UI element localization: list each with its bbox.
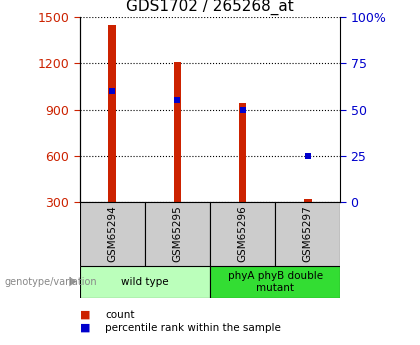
Text: percentile rank within the sample: percentile rank within the sample bbox=[105, 323, 281, 333]
Text: ■: ■ bbox=[80, 310, 90, 319]
Bar bbox=[304, 199, 312, 202]
Bar bbox=[108, 25, 116, 202]
Bar bbox=[80, 202, 145, 266]
Text: GSM65294: GSM65294 bbox=[108, 205, 117, 262]
Bar bbox=[275, 202, 340, 266]
Text: genotype/variation: genotype/variation bbox=[4, 277, 97, 287]
Text: count: count bbox=[105, 310, 134, 319]
Text: GSM65295: GSM65295 bbox=[173, 205, 182, 262]
Text: wild type: wild type bbox=[121, 277, 169, 287]
Bar bbox=[145, 202, 210, 266]
Bar bbox=[80, 266, 210, 298]
Title: GDS1702 / 265268_at: GDS1702 / 265268_at bbox=[126, 0, 294, 14]
Bar bbox=[173, 62, 181, 202]
Text: GSM65296: GSM65296 bbox=[238, 205, 247, 262]
Polygon shape bbox=[69, 277, 77, 286]
Bar bbox=[210, 202, 275, 266]
Bar bbox=[239, 104, 247, 202]
Text: ■: ■ bbox=[80, 323, 90, 333]
Text: phyA phyB double
mutant: phyA phyB double mutant bbox=[228, 271, 323, 293]
Bar bbox=[210, 266, 340, 298]
Text: GSM65297: GSM65297 bbox=[303, 205, 312, 262]
